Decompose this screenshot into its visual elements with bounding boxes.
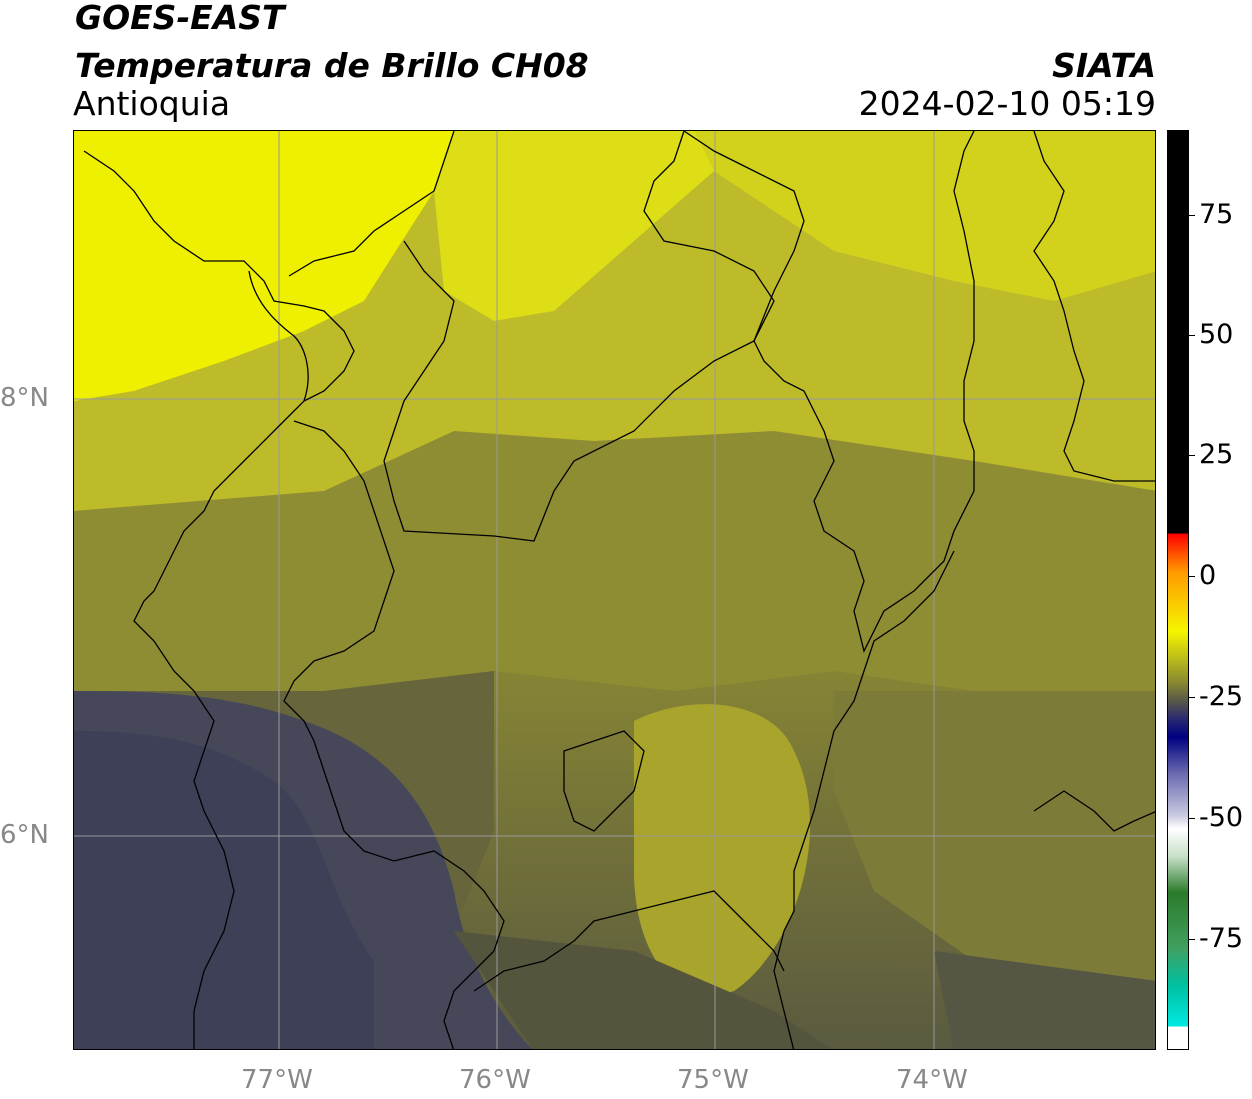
colorbar-label-0: 0 bbox=[1199, 560, 1217, 591]
colorbar bbox=[1167, 130, 1189, 1050]
lat-label-6n: 6°N bbox=[0, 820, 49, 850]
antioquia-west-border bbox=[283, 420, 505, 1049]
colorbar-label-neg25: -25 bbox=[1199, 681, 1244, 712]
uraba-inner-coast bbox=[248, 270, 309, 402]
warm-region-sea bbox=[74, 131, 454, 401]
colorbar-tick-neg25 bbox=[1189, 697, 1195, 698]
colorbar-label-neg50: -50 bbox=[1199, 802, 1244, 833]
agency-label: SIATA bbox=[1052, 46, 1156, 85]
uraba-gulf-coast bbox=[288, 131, 455, 277]
colorbar-tick-25 bbox=[1189, 455, 1195, 456]
colorbar-tick-0 bbox=[1189, 576, 1195, 577]
colorbar-tick-neg50 bbox=[1189, 818, 1195, 819]
olive-central-field bbox=[74, 431, 1155, 691]
warm-region-north bbox=[434, 131, 714, 321]
colorbar-svg bbox=[1168, 131, 1188, 1049]
colorbar-tick-50 bbox=[1189, 335, 1195, 336]
datetime-label: 2024-02-10 05:19 bbox=[858, 84, 1156, 123]
colorbar-label-neg75: -75 bbox=[1199, 923, 1244, 954]
coldest-region bbox=[74, 731, 374, 1049]
caldas-border bbox=[473, 890, 785, 992]
light-olive-patch bbox=[634, 704, 811, 995]
colorbar-gradient bbox=[1168, 131, 1188, 1049]
municipality-patch bbox=[563, 730, 645, 832]
antioquia-east-border bbox=[773, 550, 955, 1049]
dark-band-southeast bbox=[934, 951, 1155, 1049]
satellite-title: GOES-EAST bbox=[75, 0, 285, 37]
product-title: Temperatura de Brillo CH08 bbox=[75, 46, 589, 85]
dark-band-south bbox=[454, 931, 831, 1049]
bolivar-border bbox=[683, 131, 975, 653]
lon-label-76w: 76°W bbox=[459, 1065, 531, 1095]
pacific-coastline bbox=[83, 150, 355, 1049]
boundaries bbox=[83, 131, 1155, 1049]
brightness-temperature-map bbox=[73, 130, 1156, 1050]
colorbar-label-75: 75 bbox=[1199, 199, 1234, 230]
lat-label-8n: 8°N bbox=[0, 383, 49, 413]
region-label: Antioquia bbox=[73, 84, 231, 123]
map-svg bbox=[74, 131, 1155, 1049]
cordoba-border bbox=[383, 131, 775, 542]
colorbar-label-25: 25 bbox=[1199, 439, 1234, 470]
colorbar-label-50: 50 bbox=[1199, 319, 1234, 350]
lon-label-75w: 75°W bbox=[677, 1065, 749, 1095]
boyaca-border bbox=[1033, 790, 1155, 832]
colorbar-tick-75 bbox=[1189, 215, 1195, 216]
lon-label-77w: 77°W bbox=[241, 1065, 313, 1095]
cesar-border bbox=[1033, 131, 1155, 482]
colorbar-tick-neg75 bbox=[1189, 939, 1195, 940]
lon-label-74w: 74°W bbox=[896, 1065, 968, 1095]
mid-band-field bbox=[74, 171, 1155, 511]
